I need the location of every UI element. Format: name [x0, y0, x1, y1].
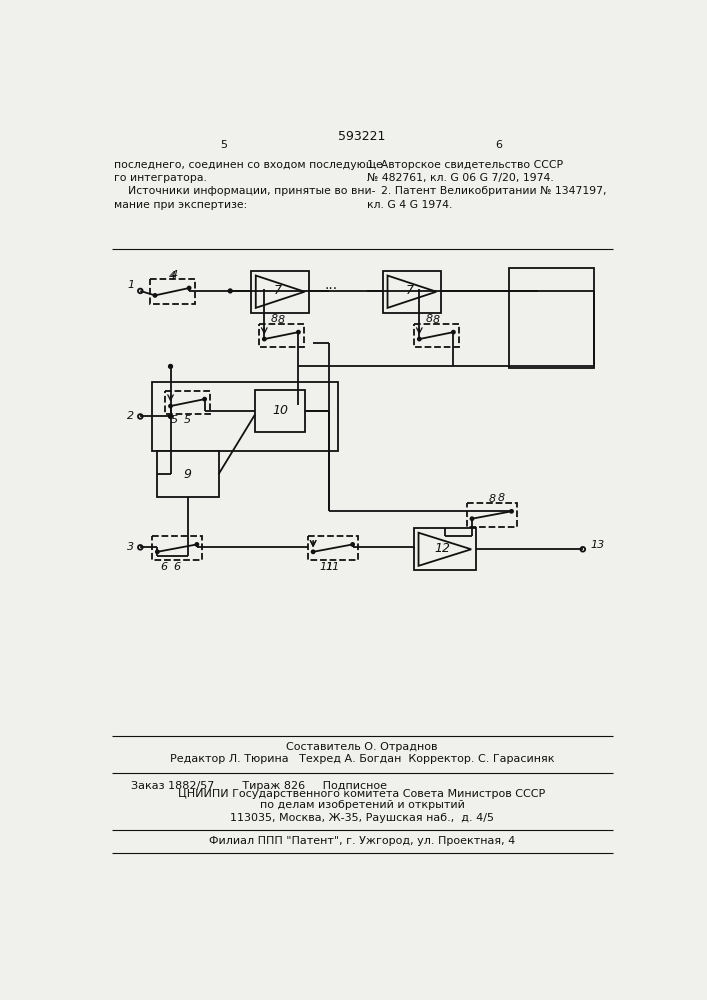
Text: 6: 6 — [496, 140, 503, 150]
Text: 1: 1 — [127, 280, 134, 290]
Text: 8: 8 — [278, 315, 285, 325]
Bar — [383, 271, 441, 313]
Text: 11: 11 — [326, 562, 340, 572]
Bar — [251, 271, 309, 313]
Text: ЦНИИПИ Государственного комитета Совета Министров СССР: ЦНИИПИ Государственного комитета Совета … — [178, 789, 546, 799]
Text: 8: 8 — [489, 494, 496, 504]
Bar — [156, 451, 218, 497]
Text: 9: 9 — [184, 468, 192, 481]
Text: последнего, соединен со входом последующе-
го интегратора.
    Источники информа: последнего, соединен со входом последующ… — [114, 160, 387, 210]
Bar — [152, 382, 338, 451]
Circle shape — [156, 550, 159, 554]
Bar — [259, 324, 304, 347]
Text: 6: 6 — [160, 562, 167, 572]
Bar — [509, 268, 595, 368]
Text: 7: 7 — [274, 284, 282, 297]
Text: 5: 5 — [184, 415, 191, 425]
Bar — [165, 391, 210, 414]
Text: 11: 11 — [320, 562, 334, 572]
Bar — [308, 536, 358, 560]
Text: Редактор Л. Тюрина   Техред А. Богдан  Корректор. С. Гарасиняк: Редактор Л. Тюрина Техред А. Богдан Корр… — [170, 754, 554, 764]
Text: 8: 8 — [426, 314, 433, 324]
Circle shape — [262, 337, 266, 341]
Circle shape — [169, 404, 173, 408]
Text: 593221: 593221 — [338, 130, 385, 143]
Circle shape — [187, 286, 191, 290]
Bar — [414, 528, 476, 570]
Text: 10: 10 — [272, 404, 288, 417]
Text: 3: 3 — [127, 542, 134, 552]
Circle shape — [203, 397, 206, 401]
Text: Составитель О. Отраднов: Составитель О. Отраднов — [286, 742, 438, 752]
Text: 8: 8 — [271, 314, 278, 324]
Circle shape — [228, 289, 232, 293]
Circle shape — [351, 543, 354, 546]
Circle shape — [168, 364, 173, 368]
Bar — [414, 324, 459, 347]
Text: 4: 4 — [168, 271, 175, 281]
Text: Заказ 1882/57        Тираж 826     Подписное: Заказ 1882/57 Тираж 826 Подписное — [131, 781, 387, 791]
Circle shape — [153, 294, 157, 297]
Text: 8: 8 — [498, 493, 505, 503]
Bar — [467, 503, 517, 527]
Text: 13: 13 — [590, 540, 604, 550]
Bar — [255, 389, 305, 432]
Circle shape — [418, 337, 421, 341]
Bar — [152, 536, 202, 560]
Circle shape — [297, 330, 300, 334]
Circle shape — [470, 517, 474, 520]
Text: 1. Авторское свидетельство СССР
№ 482761, кл. G 06 G 7/20, 1974.
    2. Патент В: 1. Авторское свидетельство СССР № 482761… — [368, 160, 607, 210]
Text: 113035, Москва, Ж-35, Раушская наб.,  д. 4/5: 113035, Москва, Ж-35, Раушская наб., д. … — [230, 813, 494, 823]
Text: 6: 6 — [173, 562, 181, 572]
Circle shape — [195, 543, 199, 546]
Text: 12: 12 — [434, 542, 450, 555]
Text: ...: ... — [325, 278, 338, 292]
Text: 5: 5 — [221, 140, 228, 150]
Text: 2: 2 — [127, 411, 134, 421]
Text: 8: 8 — [433, 315, 440, 325]
Circle shape — [168, 415, 173, 418]
Circle shape — [510, 510, 513, 513]
Bar — [150, 279, 194, 304]
Circle shape — [452, 330, 455, 334]
Text: 7: 7 — [406, 284, 414, 297]
Circle shape — [311, 550, 315, 554]
Text: Филиал ППП "Патент", г. Ужгород, ул. Проектная, 4: Филиал ППП "Патент", г. Ужгород, ул. Про… — [209, 836, 515, 846]
Text: 4: 4 — [171, 270, 178, 280]
Text: 5: 5 — [171, 415, 178, 425]
Text: по делам изобретений и открытий: по делам изобретений и открытий — [259, 800, 464, 810]
